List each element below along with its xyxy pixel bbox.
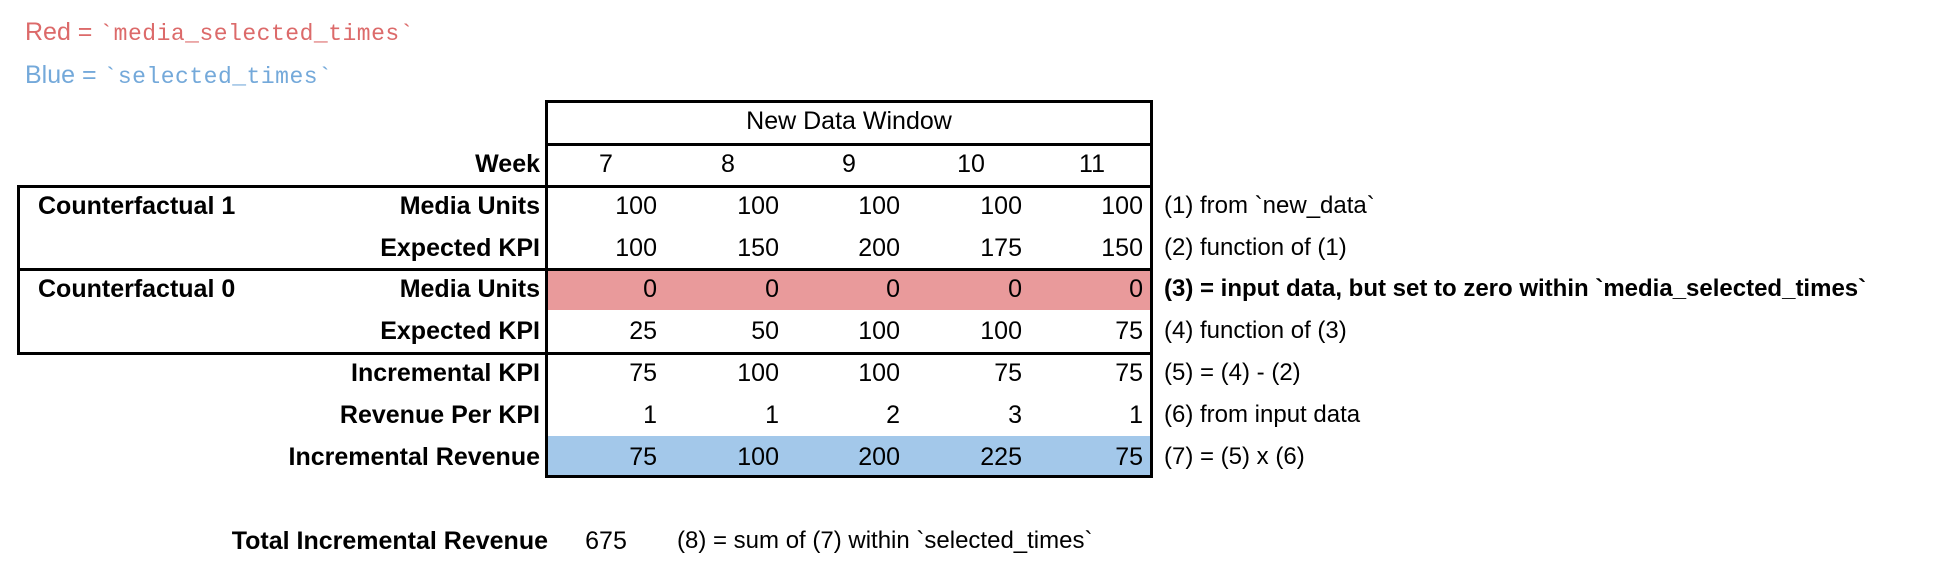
table-cell: 100 bbox=[737, 192, 779, 220]
table-cell: 0 bbox=[643, 275, 657, 303]
row-annotation: (4) function of (3) bbox=[1164, 317, 1347, 344]
week-row-label: Week bbox=[475, 150, 540, 178]
table-cell: 100 bbox=[1101, 192, 1143, 220]
total-annotation: (8) = sum of (7) within `selected_times` bbox=[677, 527, 1093, 554]
legend-blue-prefix: Blue = bbox=[25, 61, 104, 89]
table-cell: 75 bbox=[1115, 359, 1143, 387]
legend-blue-code: `selected_times` bbox=[103, 64, 333, 90]
table-cell: 200 bbox=[858, 443, 900, 471]
table-cell: 75 bbox=[629, 443, 657, 471]
row-annotation: (7) = (5) x (6) bbox=[1164, 443, 1305, 470]
table-cell: 150 bbox=[737, 234, 779, 262]
table-cell: 175 bbox=[980, 234, 1022, 262]
group-label-counterfactual-1: Counterfactual 1 bbox=[38, 192, 236, 220]
table-cell: 100 bbox=[980, 192, 1022, 220]
data-grid-border bbox=[545, 100, 1153, 478]
table-cell: 75 bbox=[1115, 317, 1143, 345]
table-cell: 225 bbox=[980, 443, 1022, 471]
table-cell: 100 bbox=[858, 359, 900, 387]
legend-red: Red = `media_selected_times` bbox=[25, 14, 414, 50]
week-header: 8 bbox=[721, 150, 735, 178]
table-cell: 0 bbox=[1008, 275, 1022, 303]
table-cell: 75 bbox=[1115, 443, 1143, 471]
table-cell: 100 bbox=[858, 192, 900, 220]
table-cell: 0 bbox=[886, 275, 900, 303]
table-cell: 25 bbox=[629, 317, 657, 345]
table-cell: 150 bbox=[1101, 234, 1143, 262]
row-annotation: (1) from `new_data` bbox=[1164, 192, 1375, 219]
row-label: Incremental KPI bbox=[351, 359, 540, 387]
table-cell: 75 bbox=[994, 359, 1022, 387]
legend-red-prefix: Red = bbox=[25, 18, 100, 46]
header-separator-line bbox=[545, 143, 1153, 146]
selected-times-highlight bbox=[548, 436, 1150, 475]
counterfactual1-top-line bbox=[17, 185, 1153, 188]
row-annotation: (6) from input data bbox=[1164, 401, 1361, 428]
new-data-window-header: New Data Window bbox=[746, 107, 952, 135]
table-cell: 100 bbox=[737, 359, 779, 387]
week-header: 7 bbox=[599, 150, 613, 178]
table-cell: 75 bbox=[629, 359, 657, 387]
total-incremental-revenue-value: 675 bbox=[585, 527, 627, 555]
table-cell: 200 bbox=[858, 234, 900, 262]
table-cell: 100 bbox=[615, 192, 657, 220]
row-label: Media Units bbox=[399, 275, 540, 303]
table-cell: 1 bbox=[1129, 401, 1143, 429]
group-label-counterfactual-0: Counterfactual 0 bbox=[38, 275, 236, 303]
table-cell: 0 bbox=[765, 275, 779, 303]
row-annotation: (2) function of (1) bbox=[1164, 234, 1347, 261]
row-label: Expected KPI bbox=[380, 317, 540, 345]
table-cell: 100 bbox=[615, 234, 657, 262]
table-cell: 100 bbox=[858, 317, 900, 345]
row-label: Expected KPI bbox=[380, 234, 540, 262]
group-box-left-border bbox=[17, 185, 20, 355]
row-label: Media Units bbox=[399, 192, 540, 220]
table-cell: 0 bbox=[1129, 275, 1143, 303]
counterfactual0-bottom-line bbox=[17, 352, 1153, 355]
legend-blue: Blue = `selected_times` bbox=[25, 57, 332, 93]
week-header: 10 bbox=[957, 150, 985, 178]
row-label: Revenue Per KPI bbox=[339, 401, 540, 429]
week-header: 9 bbox=[842, 150, 856, 178]
counterfactual-divider-line bbox=[17, 268, 1153, 271]
table-cell: 50 bbox=[751, 317, 779, 345]
row-annotation: (5) = (4) - (2) bbox=[1164, 359, 1301, 386]
total-incremental-revenue-label: Total Incremental Revenue bbox=[231, 527, 548, 555]
week-header: 11 bbox=[1079, 150, 1105, 178]
table-cell: 1 bbox=[643, 401, 657, 429]
row-annotation: (3) = input data, but set to zero within… bbox=[1164, 275, 1867, 302]
table-cell: 100 bbox=[980, 317, 1022, 345]
media-selected-times-highlight bbox=[548, 271, 1150, 310]
table-cell: 3 bbox=[1008, 401, 1022, 429]
row-label: Incremental Revenue bbox=[288, 443, 541, 471]
table-cell: 1 bbox=[765, 401, 779, 429]
table-cell: 100 bbox=[737, 443, 779, 471]
table-cell: 2 bbox=[886, 401, 900, 429]
legend-red-code: `media_selected_times` bbox=[99, 21, 415, 47]
